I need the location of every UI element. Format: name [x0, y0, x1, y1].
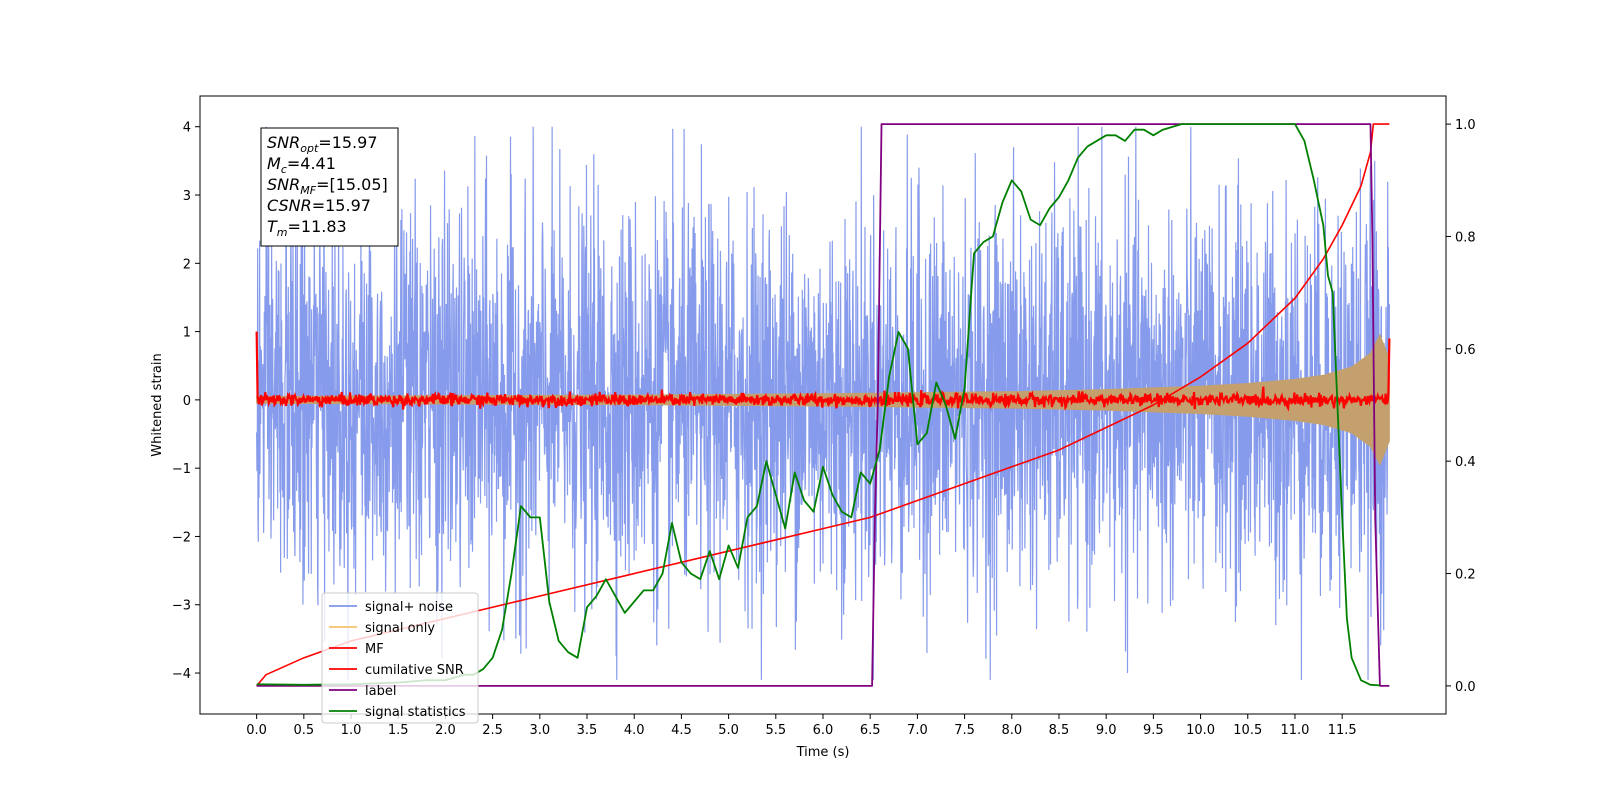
x-tick-label: 0.0: [246, 723, 267, 738]
x-tick-label: 5.0: [718, 723, 739, 738]
x-tick-label: 8.0: [1001, 723, 1022, 738]
y-axis-left: 4 3 2 1 0 −1 −2 −3 −4: [172, 121, 200, 682]
legend-label: cumilative SNR: [365, 663, 464, 678]
y-tick-label: 0: [183, 394, 191, 409]
x-tick-label: 10.5: [1233, 723, 1262, 738]
annotation-value: =15.97: [312, 196, 371, 215]
x-tick-label: 1.5: [388, 723, 409, 738]
y-tick-label: 3: [183, 189, 191, 204]
x-tick-label: 11.0: [1280, 723, 1309, 738]
annotation-value: =4.41: [287, 154, 336, 173]
legend-label: MF: [365, 642, 384, 657]
y2-tick-label: 1.0: [1455, 118, 1476, 133]
annotation-symbol: SNR: [267, 133, 300, 152]
x-tick-label: 4.0: [624, 723, 645, 738]
x-tick-label: 7.0: [907, 723, 928, 738]
annotation-subscript: c: [281, 163, 287, 176]
x-tick-label: 11.5: [1328, 723, 1357, 738]
annotation-symbol: CSNR: [267, 196, 312, 215]
x-tick-label: 3.5: [577, 723, 598, 738]
x-tick-label: 9.5: [1143, 723, 1164, 738]
y-tick-label: −2: [172, 530, 191, 545]
y-tick-label: 1: [183, 326, 191, 341]
annotation-box: SNRopt=15.97Mc=4.41SNRMF=[15.05]CSNR=15.…: [260, 127, 399, 247]
x-tick-label: 9.0: [1096, 723, 1117, 738]
series-signal-statistics: [256, 123, 1380, 687]
annotation-frame: [260, 127, 399, 247]
x-tick-label: 5.5: [765, 723, 786, 738]
annotation-subscript: m: [277, 226, 288, 239]
y2-tick-label: 0.2: [1455, 568, 1476, 583]
y-tick-label: −4: [172, 667, 191, 682]
x-tick-label: 4.5: [671, 723, 692, 738]
y2-tick-label: 0.4: [1455, 455, 1476, 470]
x-axis: 0.0 0.5 1.0 1.5 2.0 2.5 3.0 3.5 4.0 4.5 5.0 5.5 6.0 6…: [246, 714, 1357, 738]
annotation-line: CSNR=15.97: [267, 196, 371, 215]
x-tick-label: 10.0: [1186, 723, 1215, 738]
x-tick-label: 6.0: [813, 723, 834, 738]
legend-label: signal statistics: [365, 705, 466, 720]
annotation-symbol: T: [267, 217, 278, 236]
annotation-symbol: M: [267, 154, 281, 173]
x-tick-label: 2.5: [482, 723, 503, 738]
y2-tick-label: 0.0: [1455, 680, 1476, 695]
series-signal-noise: [256, 126, 1390, 680]
y-tick-label: −3: [172, 599, 191, 614]
x-tick-label: 2.0: [435, 723, 456, 738]
legend-frame: [321, 592, 479, 724]
y-axis-label: Whitened strain: [150, 353, 165, 456]
legend-label: signal only: [365, 621, 435, 636]
annotation-line: SNRMF=[15.05]: [267, 175, 388, 197]
x-tick-label: 8.5: [1049, 723, 1070, 738]
x-tick-label: 7.5: [954, 723, 975, 738]
x-tick-label: 3.0: [529, 723, 550, 738]
y-tick-label: 4: [183, 121, 191, 136]
series-mf: [255, 331, 1391, 412]
annotation-symbol: SNR: [267, 175, 300, 194]
x-tick-label: 1.0: [341, 723, 362, 738]
annotation-value: =15.97: [318, 133, 377, 152]
x-tick-label: 0.5: [293, 723, 314, 738]
y2-tick-label: 0.8: [1455, 230, 1476, 245]
annotation-value: =[15.05]: [316, 175, 388, 194]
y-tick-label: 2: [183, 257, 191, 272]
annotation-line: SNRopt=15.97: [267, 133, 378, 155]
annotation-subscript: opt: [300, 142, 319, 155]
legend: signal+ noise signal only MF cumilative SNR…: [321, 592, 479, 724]
y2-tick-label: 0.6: [1455, 343, 1476, 358]
annotation-value: =11.83: [288, 217, 347, 236]
annotation-line: Tm=11.83: [267, 217, 347, 239]
x-tick-label: 6.5: [860, 723, 881, 738]
legend-label: label: [365, 684, 396, 699]
annotation-subscript: MF: [300, 184, 316, 197]
annotation-line: Mc=4.41: [267, 154, 336, 176]
x-axis-label: Time (s): [796, 745, 850, 760]
y-tick-label: −1: [172, 462, 191, 477]
series-label: [256, 123, 1390, 687]
y-axis-right: 1.0 0.8 0.6 0.4 0.2 0.0: [1446, 118, 1476, 695]
legend-label: signal+ noise: [365, 600, 453, 615]
